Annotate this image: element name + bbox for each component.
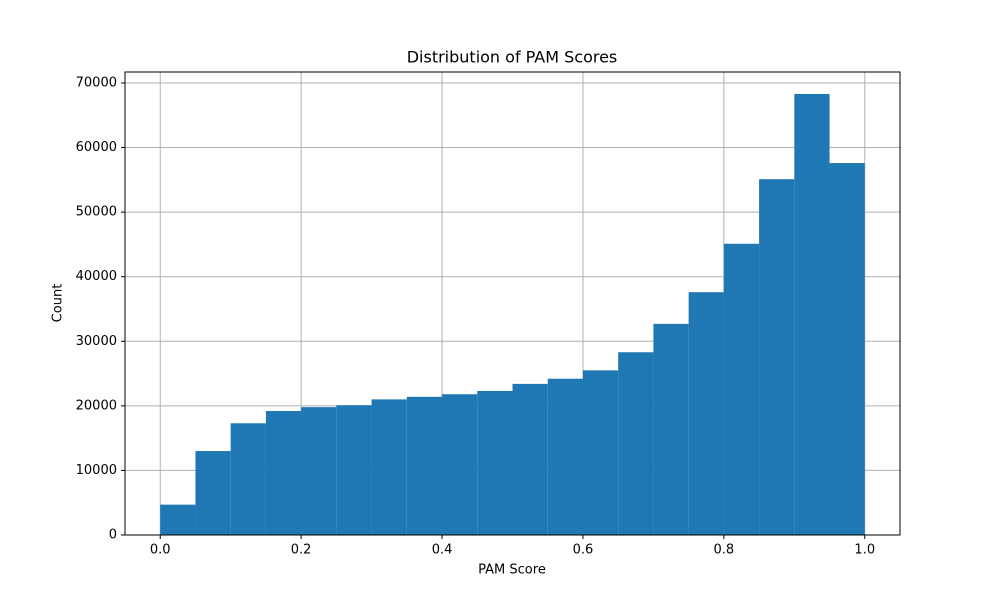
y-tick-label: 10000 bbox=[76, 463, 117, 478]
x-axis-label: PAM Score bbox=[478, 563, 546, 578]
x-tick-label: 0.4 bbox=[432, 543, 453, 558]
bar bbox=[406, 396, 443, 535]
y-tick-label: 70000 bbox=[76, 75, 117, 90]
x-tick-label: 0.6 bbox=[573, 543, 594, 558]
bar bbox=[582, 370, 619, 535]
y-tick-label: 40000 bbox=[76, 269, 117, 284]
bar bbox=[301, 407, 337, 535]
bar bbox=[477, 390, 513, 535]
bar bbox=[794, 93, 830, 535]
bar bbox=[442, 394, 478, 535]
bar bbox=[265, 411, 302, 535]
y-tick-label: 20000 bbox=[76, 398, 117, 413]
bar bbox=[512, 383, 548, 535]
plot-frame bbox=[124, 71, 901, 536]
bar bbox=[371, 399, 407, 535]
y-tick-label: 50000 bbox=[76, 205, 117, 220]
y-tick-label: 30000 bbox=[76, 334, 117, 349]
bar bbox=[230, 423, 266, 535]
x-tick-label: 1.0 bbox=[854, 543, 875, 558]
bar bbox=[829, 163, 865, 535]
x-tick-label: 0.0 bbox=[150, 543, 171, 558]
bar bbox=[653, 323, 689, 535]
y-axis-label: Count bbox=[51, 284, 66, 323]
y-tick-label: 0 bbox=[109, 528, 117, 543]
bar bbox=[688, 292, 724, 535]
chart-title: Distribution of PAM Scores bbox=[407, 48, 618, 67]
bar bbox=[759, 179, 795, 536]
x-tick-label: 0.2 bbox=[291, 543, 312, 558]
bar bbox=[336, 405, 372, 535]
bar bbox=[618, 352, 654, 535]
y-tick-label: 60000 bbox=[76, 140, 117, 155]
bar bbox=[547, 378, 583, 535]
bar bbox=[723, 243, 760, 535]
bar bbox=[195, 451, 231, 535]
bar bbox=[160, 504, 196, 535]
x-tick-label: 0.8 bbox=[714, 543, 735, 558]
